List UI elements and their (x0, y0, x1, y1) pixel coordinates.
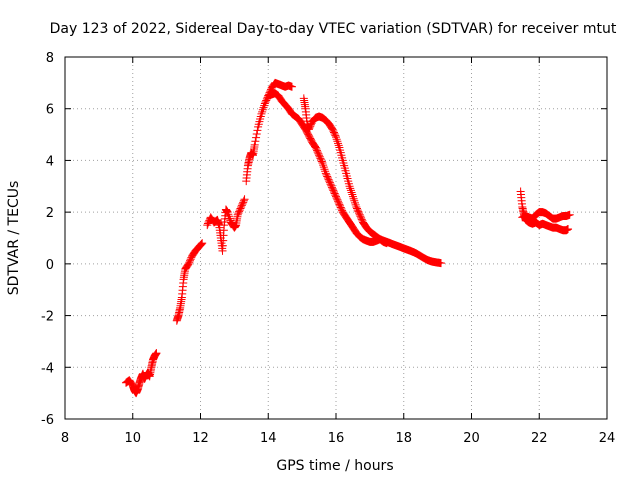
y-tick-label: -6 (41, 413, 54, 428)
data-point (327, 123, 336, 132)
y-tick-label: 6 (46, 103, 54, 118)
data-point (251, 137, 260, 146)
x-tick-label: 18 (395, 431, 412, 446)
data-point (257, 109, 266, 118)
data-point (183, 261, 192, 270)
x-tick-label: 16 (328, 431, 345, 446)
data-point (223, 208, 232, 217)
data-point (287, 82, 296, 91)
data-point (564, 224, 573, 233)
y-tick-label: 8 (46, 51, 54, 66)
data-point (347, 188, 356, 197)
data-point (348, 190, 357, 199)
data-point (348, 192, 357, 201)
x-tick-label: 24 (599, 431, 616, 446)
data-point (250, 140, 259, 149)
x-axis-label: GPS time / hours (276, 458, 393, 474)
y-tick-label: 0 (46, 258, 54, 273)
data-point (319, 163, 328, 172)
data-point (331, 131, 340, 140)
data-point (225, 214, 234, 223)
y-tick-label: 2 (46, 206, 54, 221)
y-axis-label: SDTVAR / TECUs (6, 181, 22, 296)
grid-lines (65, 57, 607, 419)
y-tick-label: -2 (41, 310, 54, 325)
data-point (310, 141, 319, 150)
data-point (253, 126, 262, 135)
data-point (196, 240, 205, 249)
x-tick-label: 14 (260, 431, 277, 446)
x-tick-label: 8 (61, 431, 69, 446)
data-point (346, 184, 355, 193)
data-point (152, 349, 161, 358)
x-tick-label: 22 (531, 431, 548, 446)
x-tick-label: 12 (192, 431, 209, 446)
data-point (317, 157, 326, 166)
data-point (350, 198, 359, 207)
data-point (346, 186, 355, 195)
chart-title: Day 123 of 2022, Sidereal Day-to-day VTE… (50, 21, 617, 37)
data-point (319, 161, 328, 170)
data-point (334, 139, 343, 148)
data-point (334, 141, 343, 150)
data-point (259, 103, 268, 112)
data-point (565, 210, 574, 219)
data-point (437, 259, 446, 268)
data-point (252, 130, 261, 139)
data-point (260, 101, 269, 110)
data-point (332, 133, 340, 142)
plot-points (121, 78, 574, 398)
data-point (351, 200, 360, 209)
data-point (332, 135, 341, 144)
y-tick-label: -4 (41, 361, 54, 376)
data-point (321, 167, 330, 176)
data-point (382, 239, 391, 248)
data-point (224, 210, 233, 219)
data-point (320, 165, 329, 174)
x-tick-label: 20 (463, 431, 480, 446)
data-point (333, 137, 342, 146)
data-point (240, 195, 249, 204)
data-point (349, 194, 358, 203)
data-point (258, 107, 267, 116)
data-point (345, 182, 354, 191)
data-point (252, 133, 261, 142)
data-point (350, 196, 359, 205)
data-point (239, 196, 248, 205)
x-tick-label: 10 (124, 431, 141, 446)
data-point (198, 239, 207, 248)
data-point (224, 212, 233, 221)
data-point (197, 239, 206, 248)
data-point (258, 105, 267, 114)
data-point (318, 159, 327, 168)
y-tick-label: 4 (46, 154, 54, 169)
